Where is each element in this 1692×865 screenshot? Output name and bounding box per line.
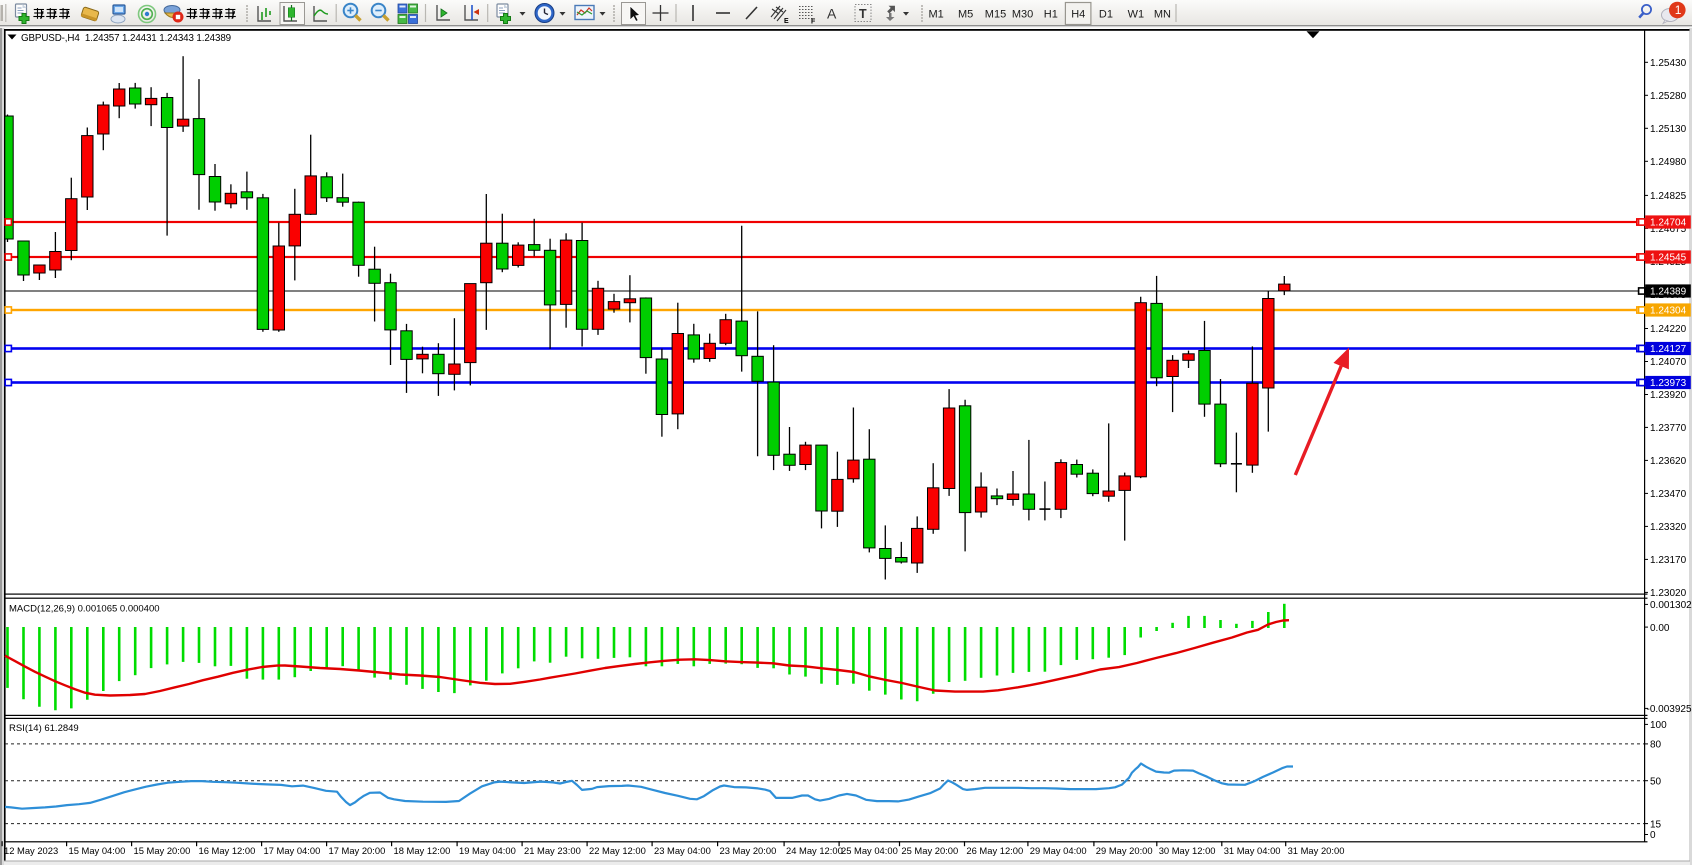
svg-text:12 May 2023: 12 May 2023 [4, 845, 58, 856]
svg-text:1.24389: 1.24389 [1650, 287, 1687, 298]
svg-text:H4: H4 [1071, 9, 1085, 21]
svg-text:1.24704: 1.24704 [1650, 218, 1687, 229]
svg-text:1.25130: 1.25130 [1650, 124, 1687, 135]
svg-text:D1: D1 [1099, 9, 1113, 21]
svg-text:15: 15 [1650, 819, 1662, 830]
svg-text:17 May 20:00: 17 May 20:00 [329, 845, 386, 856]
svg-text:1.23770: 1.23770 [1650, 423, 1687, 434]
svg-text:M30: M30 [1012, 9, 1033, 21]
svg-text:15 May 04:00: 15 May 04:00 [69, 845, 126, 856]
svg-text:29 May 04:00: 29 May 04:00 [1030, 845, 1087, 856]
svg-text:M5: M5 [958, 9, 973, 21]
svg-text:0.001302: 0.001302 [1650, 600, 1692, 611]
svg-text:1.24127: 1.24127 [1650, 344, 1687, 355]
svg-text:29 May 20:00: 29 May 20:00 [1096, 845, 1153, 856]
svg-text:T: T [859, 7, 867, 21]
svg-text:31 May 20:00: 31 May 20:00 [1288, 845, 1345, 856]
svg-text:1.25280: 1.25280 [1650, 91, 1687, 102]
svg-text:15 May 20:00: 15 May 20:00 [134, 845, 191, 856]
svg-text:MN: MN [1154, 9, 1171, 21]
svg-text:100: 100 [1650, 720, 1667, 731]
svg-text:1.23320: 1.23320 [1650, 522, 1687, 533]
svg-text:1.23170: 1.23170 [1650, 555, 1687, 566]
svg-text:-0.003925: -0.003925 [1647, 704, 1692, 715]
svg-text:A: A [827, 6, 837, 22]
svg-text:1.25430: 1.25430 [1650, 58, 1687, 69]
svg-text:1.24220: 1.24220 [1650, 324, 1687, 335]
svg-text:W1: W1 [1128, 9, 1145, 21]
svg-text:1.23020: 1.23020 [1650, 588, 1687, 599]
svg-text:M15: M15 [985, 9, 1006, 21]
svg-text:1.24825: 1.24825 [1650, 191, 1687, 202]
svg-text:1.23920: 1.23920 [1650, 390, 1687, 401]
svg-text:1.23620: 1.23620 [1650, 456, 1687, 467]
svg-text:16 May 12:00: 16 May 12:00 [199, 845, 256, 856]
svg-text:26 May 12:00: 26 May 12:00 [966, 845, 1023, 856]
svg-text:80: 80 [1650, 740, 1662, 751]
svg-text:1.24675: 1.24675 [1650, 224, 1687, 235]
svg-text:22 May 12:00: 22 May 12:00 [589, 845, 646, 856]
svg-text:1.24070: 1.24070 [1650, 357, 1687, 368]
svg-text:24 May 12:00: 24 May 12:00 [786, 845, 843, 856]
svg-text:1: 1 [1675, 3, 1682, 17]
svg-text:25 May 04:00: 25 May 04:00 [841, 845, 898, 856]
svg-text:E: E [784, 18, 789, 25]
svg-text:50: 50 [1650, 776, 1662, 787]
svg-text:19 May 04:00: 19 May 04:00 [459, 845, 516, 856]
svg-text:18 May 12:00: 18 May 12:00 [394, 845, 451, 856]
svg-text:GBPUSD-,H4 1.24357 1.24431 1.: GBPUSD-,H4 1.24357 1.24431 1.24343 1.243… [21, 33, 231, 44]
svg-text:0.00: 0.00 [1650, 623, 1670, 634]
svg-text:H1: H1 [1044, 9, 1058, 21]
svg-text:1.24980: 1.24980 [1650, 157, 1687, 168]
svg-text:25 May 20:00: 25 May 20:00 [901, 845, 958, 856]
svg-text:30 May 12:00: 30 May 12:00 [1159, 845, 1216, 856]
svg-text:21 May 23:00: 21 May 23:00 [524, 845, 581, 856]
svg-text:MACD(12,26,9) 0.001065 0.00040: MACD(12,26,9) 0.001065 0.000400 [9, 604, 160, 615]
svg-text:31 May 04:00: 31 May 04:00 [1224, 845, 1281, 856]
svg-text:M1: M1 [929, 9, 944, 21]
svg-text:1.23973: 1.23973 [1650, 378, 1687, 389]
svg-text:1.24304: 1.24304 [1650, 306, 1687, 317]
svg-text:1.24545: 1.24545 [1650, 253, 1687, 264]
svg-text:23 May 04:00: 23 May 04:00 [654, 845, 711, 856]
svg-text:17 May 04:00: 17 May 04:00 [264, 845, 321, 856]
svg-text:RSI(14) 61.2849: RSI(14) 61.2849 [9, 723, 79, 734]
svg-text:0: 0 [1650, 830, 1656, 841]
svg-text:F: F [811, 19, 816, 26]
svg-text:1.23470: 1.23470 [1650, 489, 1687, 500]
svg-text:23 May 20:00: 23 May 20:00 [720, 845, 777, 856]
